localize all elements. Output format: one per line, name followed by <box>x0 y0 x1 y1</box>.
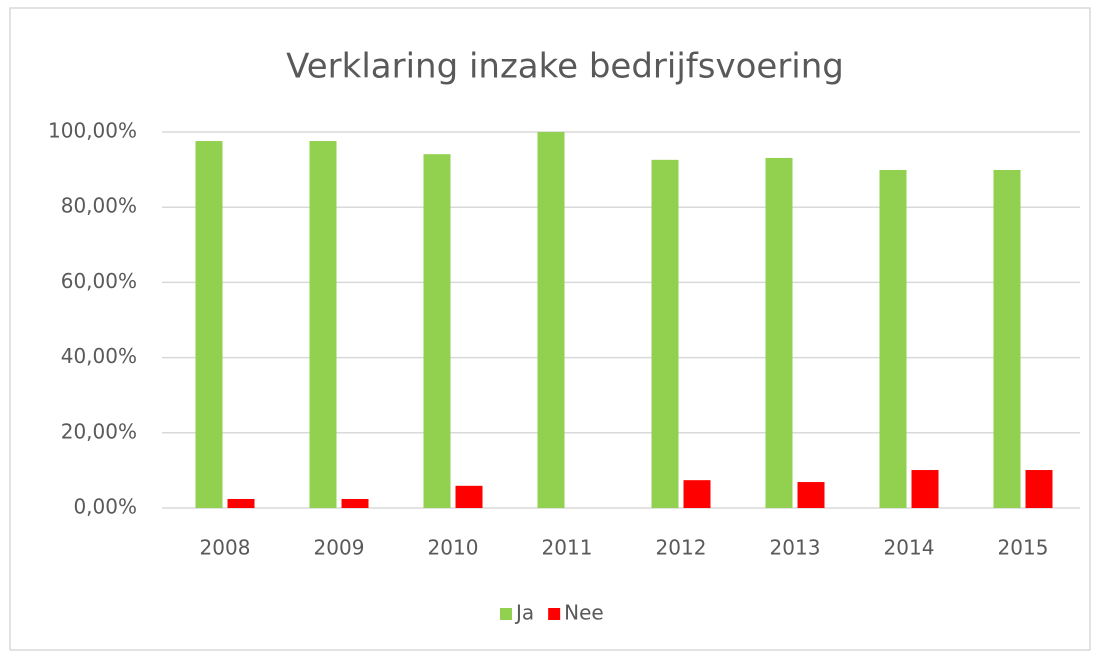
bar <box>651 159 679 508</box>
x-tick-label: 2010 <box>428 536 479 560</box>
legend-swatch <box>500 608 512 620</box>
y-tick-label: 80,00% <box>61 194 137 218</box>
x-tick-label: 2008 <box>200 536 251 560</box>
bar <box>993 169 1021 508</box>
bar <box>765 157 793 508</box>
legend-label: Nee <box>564 601 604 625</box>
bar <box>455 485 483 508</box>
y-tick-label: 20,00% <box>61 419 137 443</box>
x-tick-label: 2011 <box>542 536 593 560</box>
bar <box>309 141 337 509</box>
bar <box>911 470 939 508</box>
bar <box>683 480 711 508</box>
chart-title: Verklaring inzake bedrijfsvoering <box>286 47 844 87</box>
legend-label: Ja <box>514 601 534 625</box>
x-tick-label: 2012 <box>656 536 707 560</box>
bar <box>341 498 369 508</box>
y-tick-label: 60,00% <box>61 269 137 293</box>
x-tick-label: 2009 <box>314 536 365 560</box>
bar <box>537 132 565 508</box>
x-tick-label: 2015 <box>998 536 1049 560</box>
legend-swatch <box>548 608 561 620</box>
bar <box>195 141 223 509</box>
x-tick-label: 2013 <box>770 536 821 560</box>
y-tick-label: 0,00% <box>73 495 137 519</box>
y-tick-label: 40,00% <box>61 344 137 368</box>
bar <box>879 169 907 508</box>
bar <box>1025 470 1053 508</box>
bar <box>797 482 825 508</box>
bar <box>423 154 451 508</box>
y-tick-label: 100,00% <box>48 119 137 143</box>
bar <box>227 498 255 508</box>
x-tick-label: 2014 <box>884 536 935 560</box>
